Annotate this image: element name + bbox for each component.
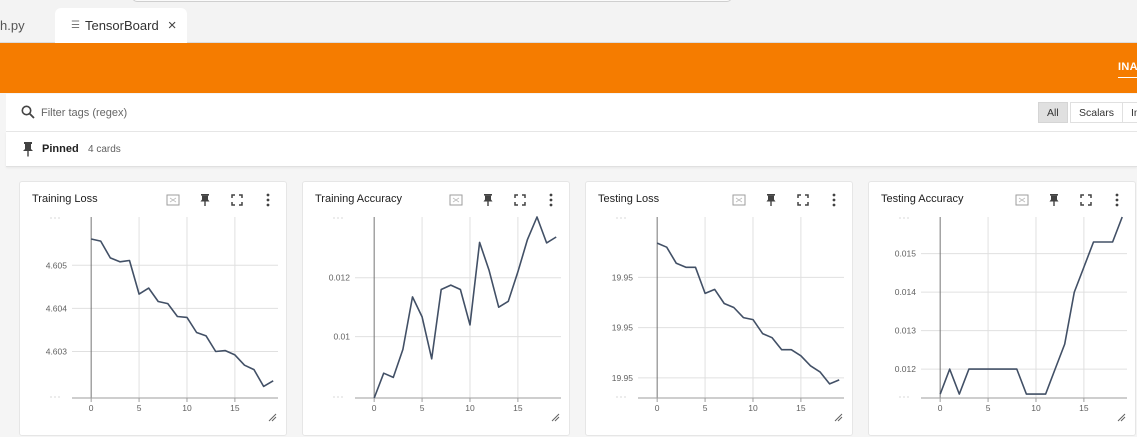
address-bar-edge xyxy=(132,0,732,2)
app-header: INACTIVE xyxy=(0,43,1137,93)
editor-tab-bar: h.py ☰ TensorBoard × xyxy=(0,0,1137,43)
close-icon[interactable]: × xyxy=(168,17,177,34)
resize-handle-icon[interactable] xyxy=(552,414,559,421)
x-tick-label: 5 xyxy=(137,403,142,413)
x-tick-label: 0 xyxy=(938,403,943,413)
x-tick-label: 5 xyxy=(986,403,991,413)
y-tick-label: 19.95 xyxy=(612,323,634,333)
tab-inactive[interactable]: h.py xyxy=(0,8,55,43)
resize-handle-icon[interactable] xyxy=(269,414,276,421)
y-tick-label: 4.604 xyxy=(46,303,68,313)
chart-plot: 0.012 0.013 0.014 0.015 0 5 10 15 xyxy=(869,182,1137,437)
y-tick-label: 0.012 xyxy=(895,364,917,374)
document-icon: ☰ xyxy=(71,20,80,31)
pinned-section-header: Pinned 4 cards xyxy=(6,132,1137,167)
resize-handle-icon[interactable] xyxy=(835,414,842,421)
y-tick-label: 19.95 xyxy=(612,272,634,282)
tab-tensorboard-label: TensorBoard xyxy=(85,18,159,33)
filter-all-button[interactable]: All xyxy=(1038,102,1068,123)
x-tick-label: 5 xyxy=(420,403,425,413)
y-tick-label: 19.95 xyxy=(612,373,634,383)
y-tick-label: 0.01 xyxy=(333,332,350,342)
y-tick-label: 4.603 xyxy=(46,346,68,356)
chart-plot: 0.01 0.012 0 5 10 15 xyxy=(303,182,571,437)
y-tick-label: 0.014 xyxy=(895,287,917,297)
resize-handle-icon[interactable] xyxy=(1118,414,1125,421)
x-tick-label: 10 xyxy=(182,403,192,413)
x-tick-label: 10 xyxy=(748,403,758,413)
pinned-label: Pinned xyxy=(42,143,79,155)
y-tick-label: 4.605 xyxy=(46,260,68,270)
chart-plot: 4.603 4.604 4.605 0 5 10 15 xyxy=(20,182,288,437)
x-tick-label: 15 xyxy=(1079,403,1089,413)
filter-scalars-button[interactable]: Scalars xyxy=(1070,102,1123,123)
x-tick-label: 10 xyxy=(1031,403,1041,413)
y-tick-label: 0.013 xyxy=(895,326,917,336)
nav-underline xyxy=(1118,77,1137,78)
x-tick-label: 15 xyxy=(796,403,806,413)
filter-bar: All Scalars Images xyxy=(6,94,1137,132)
x-tick-label: 0 xyxy=(372,403,377,413)
series-line xyxy=(940,217,1122,394)
tab-inactive-label: h.py xyxy=(0,18,25,33)
filter-images-button[interactable]: Images xyxy=(1122,102,1137,123)
x-tick-label: 5 xyxy=(703,403,708,413)
search-icon xyxy=(21,105,35,119)
y-tick-label: 0.015 xyxy=(895,249,917,259)
x-tick-label: 0 xyxy=(655,403,660,413)
pin-icon xyxy=(21,141,35,157)
tab-tensorboard[interactable]: ☰ TensorBoard × xyxy=(55,8,187,43)
x-tick-label: 15 xyxy=(513,403,523,413)
series-line xyxy=(374,217,556,398)
series-line xyxy=(91,239,273,386)
x-tick-label: 15 xyxy=(230,403,240,413)
inactive-dashboards-link[interactable]: INACTIVE xyxy=(1118,61,1137,73)
series-line xyxy=(657,243,839,384)
pinned-count: 4 cards xyxy=(88,144,121,155)
chart-plot: 19.95 19.95 19.95 0 5 10 15 xyxy=(586,182,854,437)
y-tick-label: 0.012 xyxy=(329,273,351,283)
x-tick-label: 0 xyxy=(89,403,94,413)
filter-tags-input[interactable] xyxy=(41,104,341,122)
x-tick-label: 10 xyxy=(465,403,475,413)
